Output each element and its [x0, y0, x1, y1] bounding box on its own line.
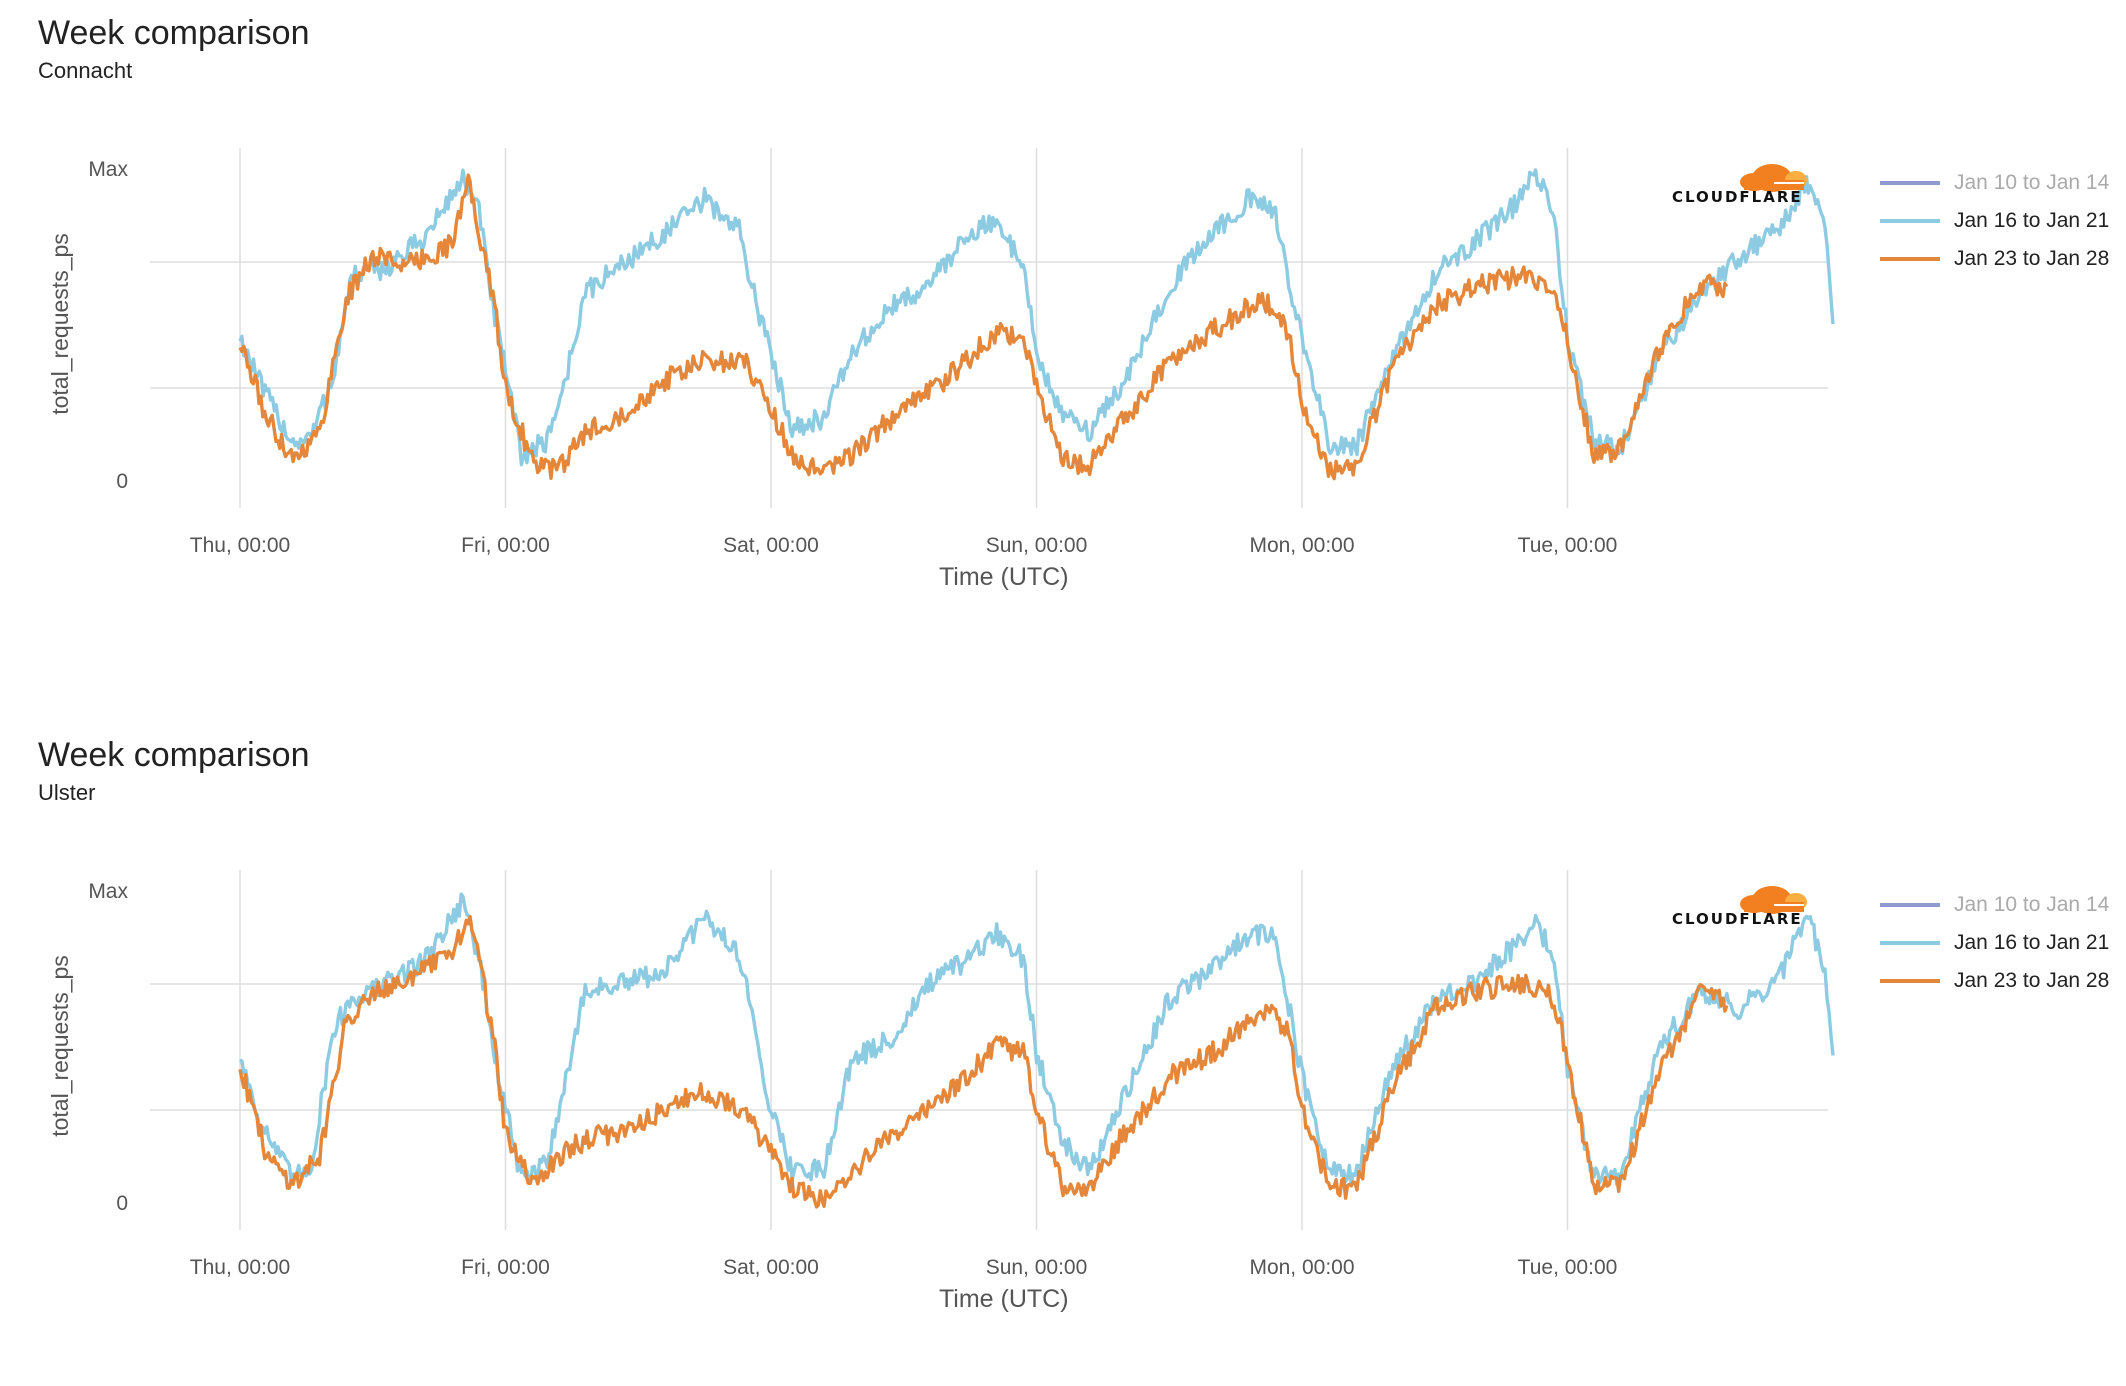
y-tick-label: 0: [116, 1192, 128, 1215]
cloudflare-cloud-icon: [1740, 886, 1807, 914]
chart-subtitle: Connacht: [38, 58, 133, 83]
line-chart: Thu, 00:00 Fri, 00:00 Sat, 00:00 Sun, 00:00…: [47, 870, 1835, 1313]
cloudflare-cloud-icon: [1740, 164, 1807, 192]
y-axis-label: total_requests_ps: [47, 955, 73, 1137]
x-tick-label: Thu, 00:00: [190, 534, 290, 557]
legend-label: Jan 16 to Jan 21: [1954, 209, 2110, 232]
x-tick-label: Tue, 00:00: [1518, 534, 1618, 557]
legend-item[interactable]: Jan 16 to Jan 21: [1880, 924, 2109, 962]
legend-label: Jan 10 to Jan 14: [1954, 171, 2110, 194]
cloudflare-logo: CLOUDFLARE: [1672, 152, 1822, 212]
legend-swatch: [1880, 941, 1940, 945]
legend-item[interactable]: Jan 10 to Jan 14: [1880, 164, 2109, 202]
legend-item[interactable]: Jan 16 to Jan 21: [1880, 202, 2109, 240]
series-line-3: [238, 173, 1729, 481]
series-line-2: [239, 892, 1835, 1187]
x-tick-label: Fri, 00:00: [461, 534, 550, 557]
chart-title: Week comparison: [38, 736, 310, 774]
x-tick-label: Sun, 00:00: [986, 534, 1088, 557]
legend-label: Jan 23 to Jan 28: [1954, 969, 2110, 992]
cloudflare-logo: CLOUDFLARE: [1672, 874, 1822, 934]
x-axis-label: Time (UTC): [939, 563, 1069, 591]
legend-label: Jan 16 to Jan 21: [1954, 931, 2110, 954]
series-line-3: [238, 914, 1729, 1209]
y-tick-label: Max: [88, 880, 128, 903]
chart-title: Week comparison: [38, 14, 310, 52]
legend-item[interactable]: Jan 23 to Jan 28: [1880, 962, 2109, 1000]
legend: Jan 10 to Jan 14 Jan 16 to Jan 21 Jan 23…: [1880, 886, 2109, 1000]
y-axis-label: total_requests_ps: [47, 233, 73, 415]
legend-swatch: [1880, 979, 1940, 983]
chart-panel-ulster: Week comparison Ulster Thu, 00:00 Fri, 00…: [0, 722, 2126, 1386]
legend-item[interactable]: Jan 10 to Jan 14: [1880, 886, 2109, 924]
legend-swatch: [1880, 903, 1940, 907]
cloudflare-wordmark: CLOUDFLARE: [1672, 910, 1803, 928]
line-chart: Thu, 00:00 Fri, 00:00 Sat, 00:00 Sun, 00:00…: [47, 148, 1835, 591]
x-tick-label: Sat, 00:00: [723, 534, 819, 557]
legend-label: Jan 10 to Jan 14: [1954, 893, 2110, 916]
x-tick-label: Mon, 00:00: [1249, 534, 1354, 557]
legend-swatch: [1880, 219, 1940, 223]
y-tick-label: 0: [116, 470, 128, 493]
x-tick-label: Thu, 00:00: [190, 1256, 290, 1279]
x-tick-label: Sat, 00:00: [723, 1256, 819, 1279]
x-tick-label: Fri, 00:00: [461, 1256, 550, 1279]
x-tick-label: Mon, 00:00: [1249, 1256, 1354, 1279]
x-axis-label: Time (UTC): [939, 1285, 1069, 1313]
legend-item[interactable]: Jan 23 to Jan 28: [1880, 240, 2109, 278]
legend-swatch: [1880, 181, 1940, 185]
legend-label: Jan 23 to Jan 28: [1954, 247, 2110, 270]
legend: Jan 10 to Jan 14 Jan 16 to Jan 21 Jan 23…: [1880, 164, 2109, 278]
y-tick-label: Max: [88, 158, 128, 181]
grid-lines: [150, 148, 1828, 508]
cloudflare-wordmark: CLOUDFLARE: [1672, 188, 1803, 206]
x-tick-label: Tue, 00:00: [1518, 1256, 1618, 1279]
x-tick-label: Sun, 00:00: [986, 1256, 1088, 1279]
legend-swatch: [1880, 257, 1940, 261]
chart-panel-connacht: Week comparison Connacht Thu, 00:00 Fri, …: [0, 0, 2126, 664]
chart-subtitle: Ulster: [38, 780, 96, 805]
